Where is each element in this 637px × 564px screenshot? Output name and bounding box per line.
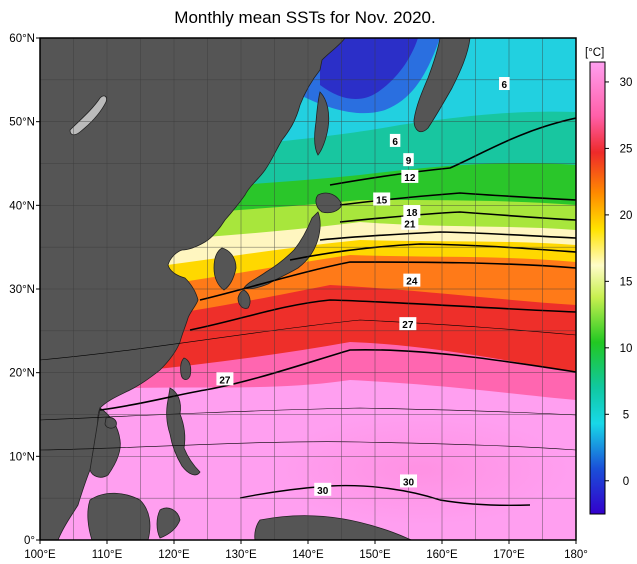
contour-label-text: 6 (392, 137, 398, 148)
contour-label-box (401, 216, 419, 230)
contour-label-text: 27 (219, 375, 231, 386)
contour-label-box (373, 192, 391, 206)
contour-label-text: 15 (376, 195, 388, 206)
sst-band-deepblue (320, 38, 418, 100)
lon-tick-label: 160°E (426, 549, 458, 561)
contour-label-box (499, 77, 510, 91)
land-lake-baikal-region (69, 95, 107, 136)
contour-label: 27 (216, 372, 234, 386)
sst-warm-pool-core (270, 415, 570, 525)
contour-label-text: 30 (403, 477, 415, 488)
lat-tick-label: 30°N (9, 284, 35, 296)
lat-tick-label: 10°N (9, 451, 35, 463)
isotherm-27-south (99, 348, 576, 411)
isotherm-15 (319, 231, 576, 241)
colorbar-tick-label: 10 (620, 343, 633, 355)
colorbar-gradient (589, 61, 606, 515)
contour-label-box (389, 133, 401, 147)
land-hainan (104, 417, 117, 429)
land-korea (213, 247, 237, 291)
isotherm-18 (289, 243, 576, 261)
contour-label-text: 9 (406, 156, 412, 167)
lat-tick-label: 50°N (9, 117, 35, 129)
colorbar-tick-label: 5 (623, 409, 629, 421)
contour-label-box (401, 169, 419, 183)
colorbar-ticks: 30 25 20 15 10 5 0 (605, 77, 632, 488)
contour-label-box (403, 153, 414, 167)
contour-label: 15 (373, 192, 391, 206)
colorbar-tick-label: 30 (620, 77, 633, 89)
land-sakhalin (314, 91, 330, 156)
colorbar-tick-label: 15 (620, 276, 633, 288)
contour-label-text: 27 (402, 320, 414, 331)
contour-label: 18 (403, 205, 421, 219)
lon-tick-label: 120°E (158, 549, 190, 561)
isotherm-thin-3 (40, 441, 576, 451)
land-hokkaido (315, 192, 343, 214)
graticule (40, 38, 576, 540)
colorbar: [°C] 30 25 20 15 10 5 0 (585, 47, 632, 515)
lat-tick-label: 20°N (9, 368, 35, 380)
lon-tick-label: 100°E (24, 549, 56, 561)
contour-label: 24 (403, 273, 421, 288)
latitude-axis: 60°N 50°N 40°N 30°N 20°N 10°N 0° (9, 33, 40, 547)
contour-label-box (314, 482, 332, 496)
contour-label-box (403, 273, 421, 287)
map-title: Monthly mean SSTs for Nov. 2020. (174, 8, 436, 27)
lat-tick-label: 60°N (9, 33, 35, 45)
isotherm-thin-1 (40, 319, 576, 361)
land-new-guinea (254, 515, 413, 540)
contour-label-box (216, 372, 234, 386)
lat-tick-label: 40°N (9, 200, 35, 212)
isotherm-21 (199, 261, 576, 301)
contour-label-text: 6 (502, 80, 508, 91)
colorbar-tick-label: 25 (620, 143, 633, 155)
contour-label: 30 (400, 474, 417, 488)
colorbar-tick-label: 0 (623, 476, 629, 488)
isotherm-thin-2 (40, 407, 576, 421)
longitude-axis: 100°E 110°E 120°E 130°E 140°E 150°E 160°E 170°E… (24, 540, 588, 561)
lat-tick-label: 0° (24, 535, 35, 547)
contour-label-text: 30 (317, 486, 329, 497)
contour-label: 30 (314, 482, 332, 497)
lon-tick-label: 180° (564, 549, 588, 561)
lon-tick-label: 140°E (292, 549, 324, 561)
isotherm-30 (239, 484, 531, 507)
isotherm-lines (40, 117, 576, 507)
contour-label-text: 21 (404, 220, 416, 231)
contour-label: 21 (401, 216, 419, 231)
isotherm-6 (329, 117, 576, 186)
lon-tick-label: 150°E (359, 549, 391, 561)
contour-label-box (400, 474, 417, 488)
contour-label-box (403, 205, 421, 219)
contour-label-text: 12 (404, 173, 416, 184)
land-taiwan (180, 357, 192, 380)
contour-label: 6 (499, 77, 510, 91)
colorbar-unit: [°C] (585, 47, 604, 59)
lon-tick-label: 170°E (493, 549, 525, 561)
contour-label: 9 (403, 153, 414, 167)
lon-tick-label: 110°E (92, 549, 123, 561)
contour-label: 6 (389, 133, 401, 148)
land-honshu (243, 211, 321, 290)
lon-tick-label: 130°E (225, 549, 257, 561)
contour-label-text: 18 (406, 208, 418, 219)
land-borneo (87, 492, 151, 540)
colorbar-tick-label: 20 (620, 210, 633, 222)
contour-label-text: 24 (406, 277, 418, 288)
contour-label: 12 (401, 169, 419, 184)
contour-label-box (399, 317, 417, 331)
contour-label: 27 (399, 317, 417, 331)
